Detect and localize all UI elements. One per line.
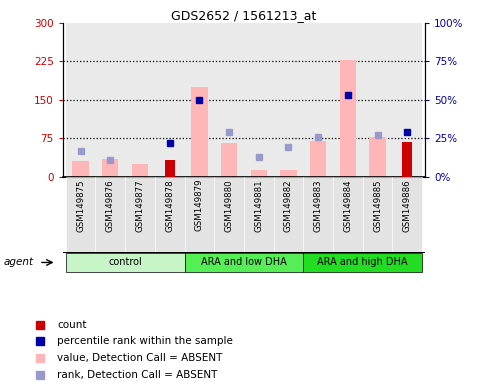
Text: GSM149883: GSM149883 (313, 179, 323, 232)
Bar (221, 143, 237, 177)
FancyBboxPatch shape (185, 177, 214, 252)
Text: GSM149879: GSM149879 (195, 179, 204, 232)
Bar (185, 23, 214, 177)
FancyBboxPatch shape (333, 177, 363, 252)
Bar (125, 23, 155, 177)
Bar (66, 23, 96, 177)
FancyBboxPatch shape (96, 177, 125, 252)
Title: GDS2652 / 1561213_at: GDS2652 / 1561213_at (171, 9, 316, 22)
Bar (369, 137, 386, 177)
FancyBboxPatch shape (392, 177, 422, 252)
Bar (363, 23, 392, 177)
FancyBboxPatch shape (303, 177, 333, 252)
Text: control: control (108, 257, 142, 267)
Bar (392, 23, 422, 177)
FancyBboxPatch shape (303, 253, 422, 272)
Bar (191, 87, 208, 177)
Text: value, Detection Call = ABSENT: value, Detection Call = ABSENT (57, 353, 223, 363)
Text: GSM149882: GSM149882 (284, 179, 293, 232)
Text: GSM149886: GSM149886 (403, 179, 412, 232)
FancyBboxPatch shape (185, 253, 303, 272)
FancyBboxPatch shape (155, 177, 185, 252)
FancyBboxPatch shape (244, 177, 273, 252)
Bar (165, 160, 174, 177)
Bar (72, 161, 89, 177)
Bar (402, 142, 412, 177)
Text: agent: agent (3, 257, 33, 268)
Text: GSM149877: GSM149877 (136, 179, 144, 232)
Text: percentile rank within the sample: percentile rank within the sample (57, 336, 233, 346)
Text: GSM149878: GSM149878 (165, 179, 174, 232)
Text: rank, Detection Call = ABSENT: rank, Detection Call = ABSENT (57, 370, 218, 380)
Bar (102, 159, 118, 177)
FancyBboxPatch shape (125, 177, 155, 252)
FancyBboxPatch shape (273, 177, 303, 252)
FancyBboxPatch shape (66, 177, 96, 252)
Bar (333, 23, 363, 177)
Text: ARA and low DHA: ARA and low DHA (201, 257, 287, 267)
FancyBboxPatch shape (363, 177, 392, 252)
Text: GSM149876: GSM149876 (106, 179, 115, 232)
Text: GSM149881: GSM149881 (254, 179, 263, 232)
Bar (310, 141, 327, 177)
Text: ARA and high DHA: ARA and high DHA (317, 257, 408, 267)
Bar (280, 170, 297, 177)
Bar (273, 23, 303, 177)
Bar (214, 23, 244, 177)
Text: GSM149885: GSM149885 (373, 179, 382, 232)
Bar (96, 23, 125, 177)
Text: GSM149875: GSM149875 (76, 179, 85, 232)
Bar (340, 60, 356, 177)
FancyBboxPatch shape (214, 177, 244, 252)
Text: GSM149880: GSM149880 (225, 179, 234, 232)
Bar (303, 23, 333, 177)
Text: GSM149884: GSM149884 (343, 179, 352, 232)
Bar (244, 23, 273, 177)
Bar (155, 23, 185, 177)
Bar (251, 170, 267, 177)
Text: count: count (57, 320, 87, 330)
Bar (132, 164, 148, 177)
FancyBboxPatch shape (66, 253, 185, 272)
